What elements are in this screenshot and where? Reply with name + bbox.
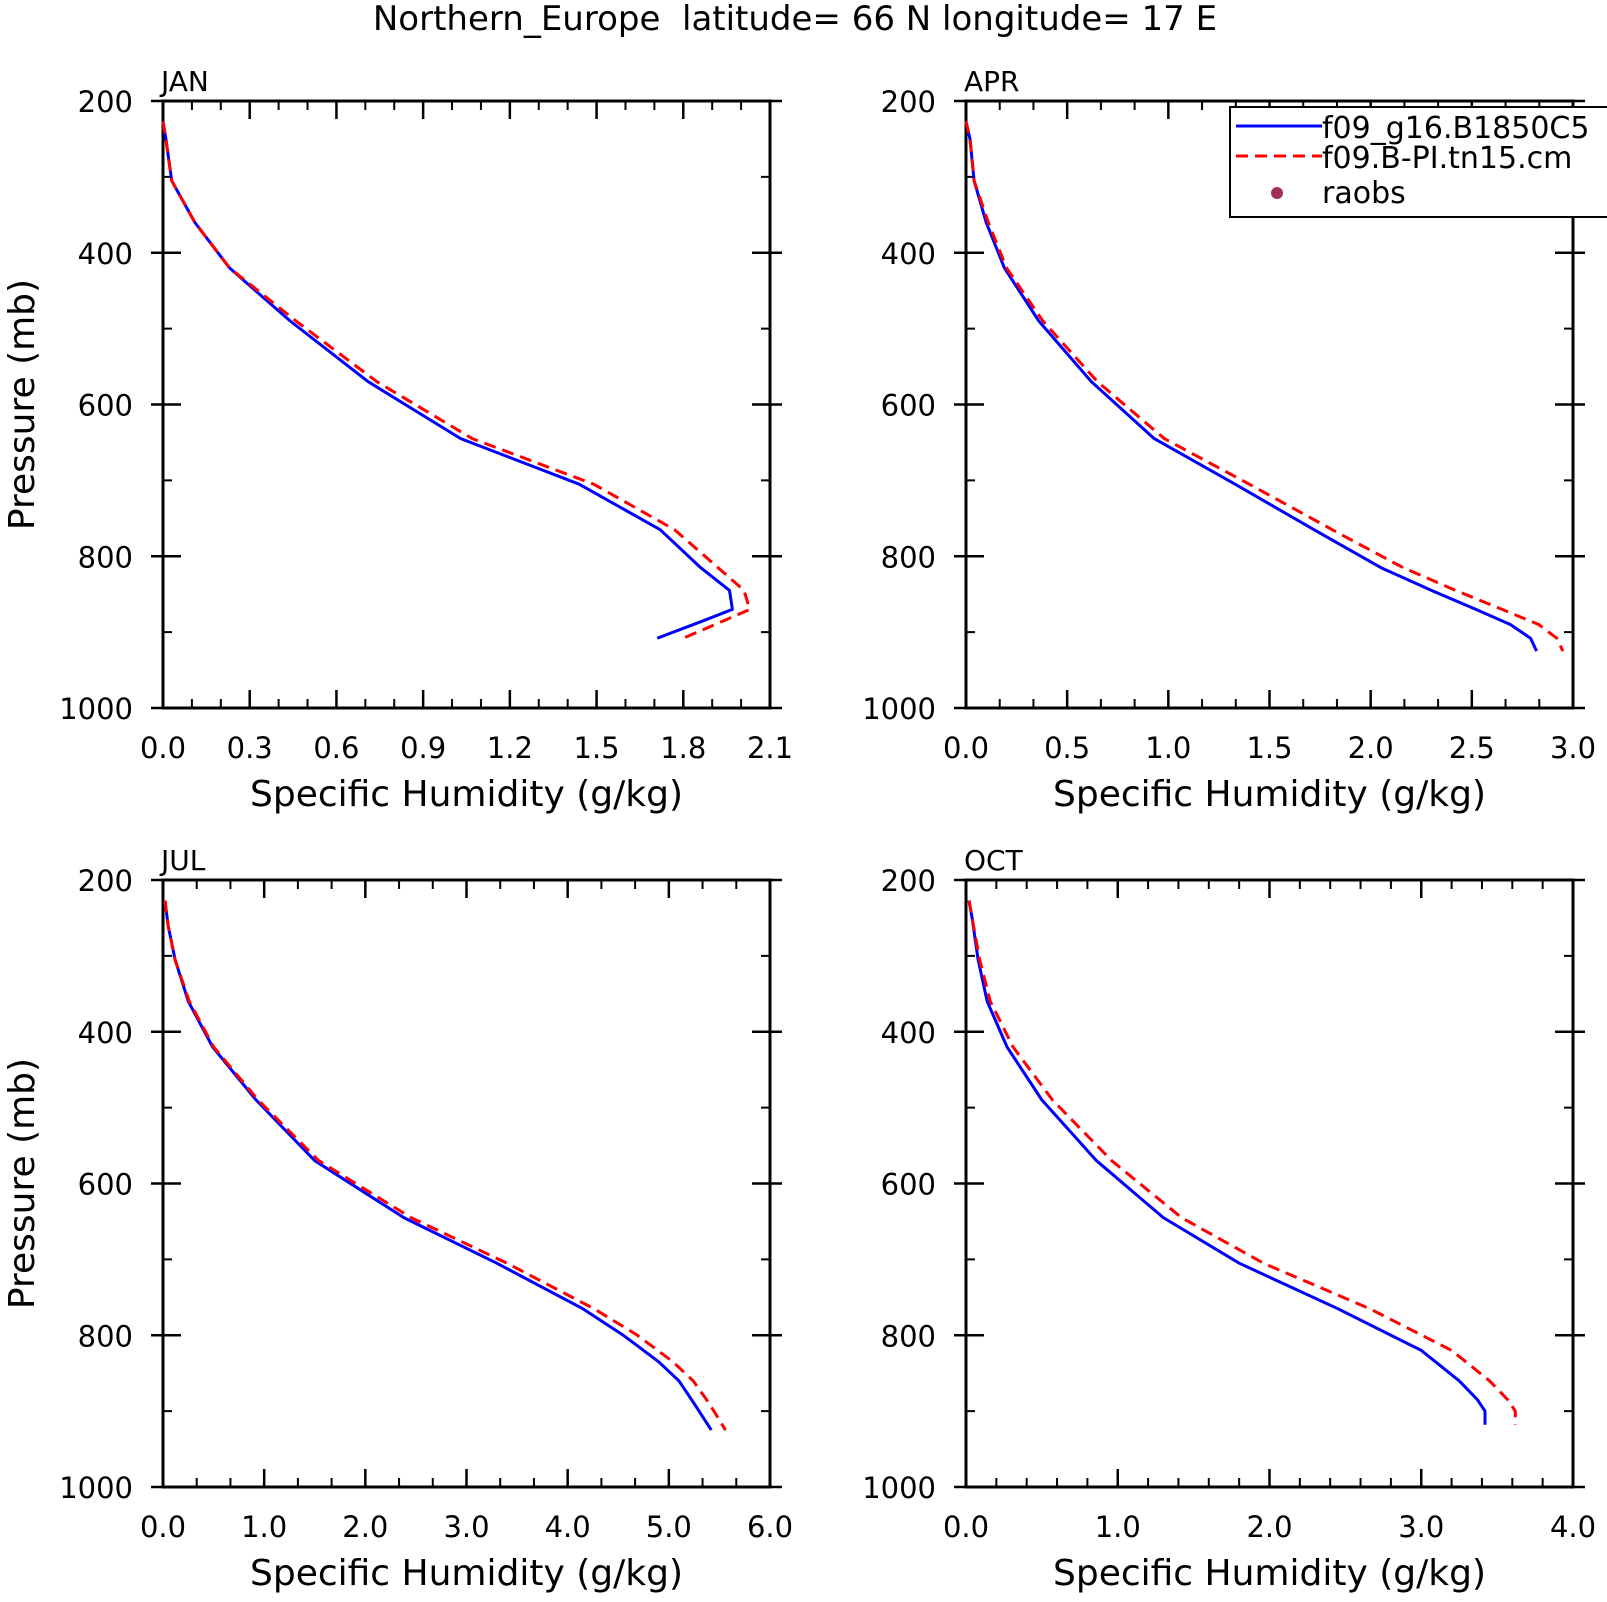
x-tick-label: 1.8 — [660, 731, 706, 765]
y-tick-label: 400 — [78, 237, 133, 271]
y-axis-label: Pressure (mb) — [2, 279, 43, 530]
y-tick-label: 400 — [881, 1016, 936, 1050]
x-tick-label: 1.0 — [241, 1510, 287, 1544]
legend-dot-icon — [1271, 187, 1283, 199]
y-tick-label: 1000 — [862, 1471, 936, 1505]
y-tick-label: 600 — [881, 389, 936, 423]
x-tick-label: 1.5 — [1246, 731, 1292, 765]
y-tick-label: 600 — [78, 1168, 133, 1202]
x-tick-label: 1.5 — [574, 731, 620, 765]
y-tick-label: 800 — [78, 540, 133, 574]
figure-title: Northern_Europe latitude= 66 N longitude… — [373, 0, 1217, 39]
y-tick-label: 800 — [78, 1319, 133, 1353]
x-tick-label: 1.0 — [1145, 731, 1191, 765]
panel-label: JUL — [159, 844, 206, 877]
x-tick-label: 3.0 — [1550, 731, 1596, 765]
y-axis-label: Pressure (mb) — [2, 1058, 43, 1309]
legend-label: f09_g16.B1850C5 — [1322, 111, 1589, 146]
series-line-f09-b-pi-tn15-cm — [161, 121, 752, 640]
series-line-f09-g16-b1850c5 — [967, 900, 1487, 1425]
x-tick-label: 2.0 — [1246, 1510, 1292, 1544]
x-tick-label: 3.0 — [1398, 1510, 1444, 1544]
panel-label: JAN — [159, 65, 209, 98]
x-tick-label: 0.6 — [313, 731, 359, 765]
plot-frame — [161, 99, 772, 710]
panel-label: OCT — [964, 844, 1024, 877]
x-tick-label: 4.0 — [1550, 1510, 1596, 1544]
x-tick-label: 1.0 — [1095, 1510, 1141, 1544]
panel-jul: JUL 0.0 1.0 2.0 3.0 4.0 5.0 6.0 200 400 600 800 1000… — [2, 844, 793, 1594]
y-tick-label: 1000 — [862, 692, 936, 726]
panel-apr: APR 0.0 0.5 1.0 1.5 2.0 2.5 3.0 200 400 600 800 1000… — [862, 65, 1596, 815]
x-tick-label: 2.0 — [342, 1510, 388, 1544]
x-tick-label: 2.5 — [1449, 731, 1495, 765]
x-tick-label: 2.0 — [1348, 731, 1394, 765]
x-axis-label: Specific Humidity (g/kg) — [250, 774, 683, 815]
y-tick-label: 200 — [881, 85, 936, 119]
x-axis-label: Specific Humidity (g/kg) — [250, 1553, 683, 1594]
y-tick-label: 1000 — [59, 692, 133, 726]
series-line-f09-b-pi-tn15-cm — [163, 900, 727, 1431]
x-tick-label: 0.9 — [400, 731, 446, 765]
y-tick-label: 800 — [881, 540, 936, 574]
series-line-f09-g16-b1850c5 — [161, 121, 734, 640]
panel-jan: JAN 0.0 0.3 0.6 0.9 1.2 1.5 1.8 2.1 200 400 600 800 1… — [2, 65, 793, 815]
x-axis-label: Specific Humidity (g/kg) — [1053, 774, 1486, 815]
y-tick-label: 200 — [78, 85, 133, 119]
x-tick-label: 0.0 — [943, 731, 989, 765]
plot-frame — [964, 878, 1575, 1489]
x-tick-label: 3.0 — [443, 1510, 489, 1544]
x-tick-label: 0.0 — [140, 1510, 186, 1544]
x-tick-label: 0.0 — [943, 1510, 989, 1544]
x-tick-label: 1.2 — [487, 731, 533, 765]
series-line-f09-g16-b1850c5 — [163, 900, 713, 1431]
x-tick-label: 0.5 — [1044, 731, 1090, 765]
panels: JAN 0.0 0.3 0.6 0.9 1.2 1.5 1.8 2.1 200 400 600 800 1… — [2, 65, 1596, 1594]
y-tick-label: 600 — [881, 1168, 936, 1202]
series-line-f09-b-pi-tn15-cm — [964, 121, 1565, 652]
series-line-f09-b-pi-tn15-cm — [967, 900, 1517, 1425]
panel-oct: OCT 0.0 1.0 2.0 3.0 4.0 200 400 600 800 1000 Specif… — [862, 844, 1596, 1594]
y-tick-label: 600 — [78, 389, 133, 423]
x-tick-label: 0.3 — [227, 731, 273, 765]
y-tick-label: 400 — [78, 1016, 133, 1050]
x-tick-label: 5.0 — [646, 1510, 692, 1544]
y-tick-label: 400 — [881, 237, 936, 271]
x-axis-label: Specific Humidity (g/kg) — [1053, 1553, 1486, 1594]
x-tick-label: 0.0 — [140, 731, 186, 765]
y-tick-label: 1000 — [59, 1471, 133, 1505]
legend-label: f09.B-PI.tn15.cm — [1322, 141, 1572, 176]
x-tick-label: 4.0 — [545, 1510, 591, 1544]
x-tick-label: 6.0 — [747, 1510, 793, 1544]
legend-label: raobs — [1322, 176, 1406, 211]
panel-label: APR — [964, 65, 1020, 98]
x-tick-label: 2.1 — [747, 731, 793, 765]
plot-frame — [161, 878, 772, 1489]
y-tick-label: 200 — [881, 864, 936, 898]
y-tick-label: 200 — [78, 864, 133, 898]
y-tick-label: 800 — [881, 1319, 936, 1353]
